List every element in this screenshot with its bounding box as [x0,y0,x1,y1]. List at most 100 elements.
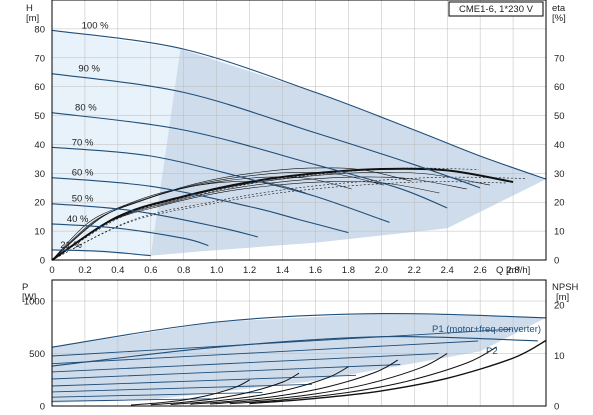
head-tick-labels: 0 10 20 30 40 50 60 70 80 [34,24,45,266]
p2-annotation: P2 [486,346,498,357]
npsh-curves [130,339,547,406]
speed-curve [51,112,448,209]
speed-curve [51,177,349,234]
flow-axis-label: Q [m³/h] [496,265,530,276]
model-label: CME1-6, 1*230 V [459,4,534,15]
power-tick-labels: 0 500 1000 [24,297,45,413]
eff-tick-label: 60 [554,82,565,93]
head-axis-label: H [26,3,33,14]
head-tick-label: 10 [34,227,45,238]
x-tick-label: 0.4 [111,265,124,276]
x-tick-labels: 0 0.2 0.4 0.6 0.8 1.0 1.2 1.4 1.6 1.8 2.0 2.2 2.4 2.6… [49,265,519,276]
x-tick-label: 2.2 [408,265,421,276]
npsh-curve [190,359,399,405]
efficiency-curve [51,176,468,261]
speed-curve [51,29,547,180]
speed-label: 60 % [72,168,94,179]
npsh-curve [150,372,300,406]
npsh-axis-label: NPSH [552,282,579,293]
power-speed-curve [51,340,479,365]
power-curve [51,335,538,367]
speed-curve [51,146,390,223]
head-tick-label: 40 [34,140,45,151]
x-tick-label: 2.8 [506,265,519,276]
power-npsh-chart: 0 500 1000 0 10 20 P [W] NPSH [m] P1 (motor+… [22,279,579,413]
efficiency-curve [51,181,507,261]
speed-curve [51,73,481,189]
x-tick-label: 1.6 [309,265,322,276]
power-envelope [52,313,546,403]
x-tick-label: 1.8 [342,265,355,276]
power-speed-curve [51,328,512,357]
eff-tick-label: 40 [554,140,565,151]
power-speed-curve [51,374,357,387]
speed-label: 90 % [78,64,100,75]
speed-label: 100 % [82,20,109,31]
power-axis-unit: [W] [22,292,36,303]
eff-tick-label: 20 [554,198,565,209]
npsh-curve [170,366,349,405]
head-curve-chart: 0 0.2 0.4 0.6 0.8 1.0 1.2 1.4 1.6 1.8 2.0 2.2 2.4 2.6… [26,0,566,276]
power-speed-curve [51,353,439,373]
speed-curve [51,203,258,238]
top-plot-frame [51,0,547,261]
eff-tick-label: 10 [554,227,565,238]
speed-curve [51,249,151,257]
power-envelope-fill [52,313,546,403]
speed-label: 50 % [72,194,94,205]
x-tick-label: 1.0 [210,265,223,276]
power-speed-curve [51,392,263,398]
eff-tick-label: 50 [554,111,565,122]
speed-curve [51,223,209,247]
speed-label: 80 % [75,103,97,114]
head-tick-label: 20 [34,198,45,209]
power-curve [51,312,547,348]
x-tick-label: 2.0 [375,265,388,276]
speed-label: 70 % [72,137,94,148]
head-tick-label: 60 [34,82,45,93]
head-tick-label: 0 [40,256,45,267]
power-tick-label: 500 [29,349,45,360]
efficiency-curve [51,167,412,261]
npsh-axis-unit: [m] [556,292,569,303]
x-tick-label: 2.6 [474,265,487,276]
bottom-plot-frame [51,279,547,407]
npsh-curve [130,379,250,406]
npsh-tick-label: 10 [554,351,565,362]
x-tick-label: 0 [49,265,54,276]
power-tick-label: 0 [40,402,45,413]
eff-axis-unit: [%] [552,13,566,24]
x-tick-label: 0.2 [78,265,91,276]
npsh-tick-label: 20 [554,301,565,312]
eff-axis-label: eta [552,3,566,14]
efficiency-curve [51,181,306,261]
npsh-curve [249,339,547,405]
head-axis-unit: [m] [26,13,39,24]
head-tick-label: 50 [34,111,45,122]
npsh-curve [229,346,497,405]
speed-label: 21 % [60,240,82,251]
p1-annotation: P1 (motor+freq.converter) [432,324,541,335]
npsh-curve [210,353,448,405]
speed-labels: 100 % 90 % 80 % 70 % 60 % 50 % 40 % 21 % [60,20,109,251]
efficiency-tick-labels: 0 10 20 30 40 50 60 70 [554,53,565,266]
npsh-tick-label: 0 [554,402,559,413]
npsh-tick-labels: 0 10 20 [554,301,565,413]
x-tick-label: 0.8 [177,265,190,276]
head-tick-label: 30 [34,169,45,180]
efficiency-curve [51,167,479,261]
eff-tick-label: 30 [554,169,565,180]
eff-tick-label: 0 [554,256,559,267]
speed-curves [51,29,547,257]
x-tick-label: 0.6 [144,265,157,276]
power-axis-label: P [22,282,28,293]
model-label-box [448,1,544,17]
x-tick-label: 1.2 [243,265,256,276]
speed-label: 40 % [67,214,89,225]
power-tick-label: 1000 [24,297,45,308]
x-tick-label: 2.4 [441,265,454,276]
head-tick-label: 70 [34,53,45,64]
head-tick-label: 80 [34,24,45,35]
x-tick-label: 1.4 [276,265,289,276]
